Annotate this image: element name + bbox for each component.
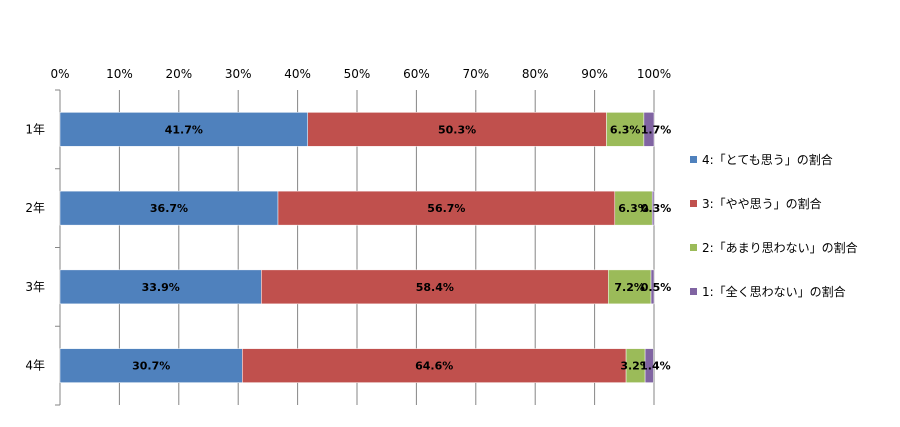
data-label: 1.4% bbox=[640, 360, 671, 373]
data-label: 0.5% bbox=[641, 281, 672, 294]
bar-segment bbox=[59, 269, 262, 305]
bar-segment bbox=[614, 190, 653, 226]
x-tick-label: 60% bbox=[403, 67, 430, 81]
x-tick-label: 80% bbox=[522, 67, 549, 81]
bar-segment bbox=[643, 112, 655, 147]
data-label: 56.7% bbox=[427, 202, 465, 215]
data-label: 1.7% bbox=[641, 123, 672, 136]
bar-segment bbox=[59, 112, 308, 147]
legend-swatch bbox=[690, 244, 697, 251]
data-label: 64.6% bbox=[415, 360, 453, 373]
bar-segment bbox=[606, 112, 645, 147]
legend-swatch bbox=[690, 156, 697, 163]
category-labels: 1年 2年 3年 4年 bbox=[25, 122, 45, 372]
bar-segment bbox=[59, 348, 243, 383]
data-label: 7.2% bbox=[614, 281, 645, 294]
bar-segment bbox=[651, 190, 655, 226]
category-label: 3年 bbox=[25, 280, 45, 294]
data-label: 6.3% bbox=[610, 123, 641, 136]
x-tick-label: 90% bbox=[581, 67, 608, 81]
bar-segment bbox=[277, 190, 616, 226]
data-label: 30.7% bbox=[132, 360, 170, 373]
legend-entry: 1:「全く思わない」の割合 bbox=[702, 284, 846, 299]
data-label: 41.7% bbox=[165, 123, 203, 136]
x-tick-label: 100% bbox=[637, 67, 671, 81]
data-label: 3.2% bbox=[620, 360, 651, 373]
x-tick-label: 50% bbox=[344, 67, 371, 81]
x-tick-label: 40% bbox=[284, 67, 311, 81]
data-label: 0.3% bbox=[641, 202, 672, 215]
x-tick-label: 20% bbox=[165, 67, 192, 81]
legend: 4:「とても思う」の割合 3:「やや思う」の割合 2:「あまり思わない」の割合 1:「… bbox=[690, 152, 858, 299]
x-axis-ticks: 0% 10% 20% 30% 40% 50% 60% 70% 80% 90% 100% bbox=[50, 67, 671, 81]
category-label: 4年 bbox=[25, 359, 45, 373]
legend-entry: 3:「やや思う」の割合 bbox=[702, 196, 822, 211]
bar-segment bbox=[644, 348, 654, 383]
bars: 41.7% 50.3% 6.3% 1.7%36.7% 56.7% 6.3%0.3%33.9… bbox=[59, 112, 672, 383]
legend-swatch bbox=[690, 200, 697, 207]
data-label: 36.7% bbox=[150, 202, 188, 215]
data-label: 6.3% bbox=[618, 202, 649, 215]
data-label: 50.3% bbox=[438, 123, 476, 136]
legend-swatch bbox=[690, 288, 697, 295]
bar-segment bbox=[59, 190, 279, 226]
category-label: 1年 bbox=[25, 122, 45, 136]
x-tick-label: 30% bbox=[225, 67, 252, 81]
bar-segment bbox=[307, 112, 607, 147]
x-tick-label: 10% bbox=[106, 67, 133, 81]
x-tick-label: 70% bbox=[462, 67, 489, 81]
bar-segment bbox=[650, 269, 655, 305]
category-label: 2年 bbox=[25, 201, 45, 215]
bar-segment bbox=[261, 269, 609, 305]
legend-entry: 2:「あまり思わない」の割合 bbox=[702, 240, 858, 255]
bar-segment bbox=[242, 348, 627, 383]
data-label: 33.9% bbox=[142, 281, 180, 294]
data-label: 58.4% bbox=[416, 281, 454, 294]
x-tick-label: 0% bbox=[50, 67, 69, 81]
legend-entry: 4:「とても思う」の割合 bbox=[702, 152, 833, 167]
